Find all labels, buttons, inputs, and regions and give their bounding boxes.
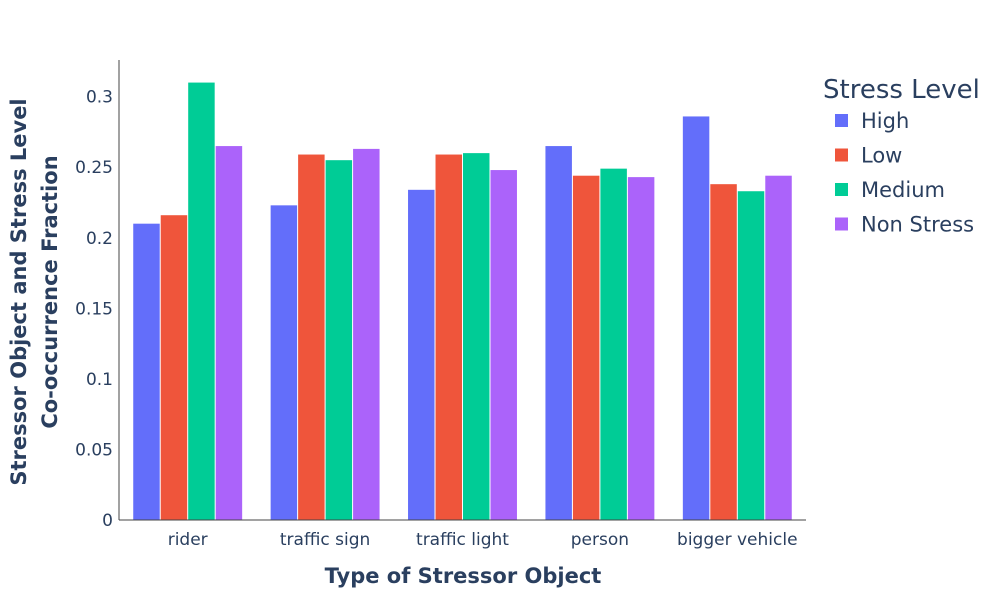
bar-medium-person: [600, 168, 627, 520]
bar-non-stress-rider: [215, 146, 243, 521]
legend-label: Low: [861, 144, 902, 168]
legend-title: Stress Level: [823, 75, 980, 105]
y-tick-label: 0.2: [86, 229, 113, 249]
legend-item[interactable]: Non Stress: [835, 213, 974, 237]
legend-swatch: [835, 114, 848, 127]
y-tick-label: 0.25: [75, 158, 113, 178]
bar-high-traffic-light: [408, 189, 435, 520]
x-ticks: rider traffic sign traffic light person bigg…: [168, 530, 798, 550]
bar-low-traffic-light: [435, 154, 462, 521]
legend-item[interactable]: High: [835, 109, 909, 133]
y-tick-label: 0.05: [75, 440, 113, 460]
bar-medium-traffic-sign: [325, 160, 353, 520]
y-tick-label: 0.15: [75, 299, 113, 319]
bar-medium-rider: [188, 82, 215, 520]
bar-non-stress-person: [627, 177, 655, 520]
bar-high-bigger-vehicle: [682, 116, 710, 521]
bar-medium-bigger-vehicle: [737, 191, 765, 520]
legend-swatch: [835, 148, 848, 162]
bar-non-stress-bigger-vehicle: [765, 175, 792, 521]
y-axis-title-line-1: Stressor Object and Stress Level: [7, 98, 31, 485]
axes-layer: [118, 60, 806, 521]
legend-swatch: [835, 183, 848, 196]
bar-high-traffic-sign: [270, 205, 298, 521]
legend-item[interactable]: Medium: [835, 178, 945, 202]
bar-high-person: [545, 146, 572, 521]
y-tick-label: 0: [102, 511, 113, 531]
x-tick-label: bigger vehicle: [677, 530, 798, 550]
x-tick-label: traffic sign: [280, 530, 370, 550]
bar-high-rider: [133, 223, 160, 521]
legend-swatch: [835, 217, 848, 231]
legend-label: Medium: [861, 178, 945, 202]
legend-item[interactable]: Low: [835, 144, 902, 168]
bar-low-bigger-vehicle: [710, 184, 737, 520]
y-tick-label: 0.1: [86, 370, 113, 390]
bar-low-traffic-sign: [298, 154, 325, 521]
x-tick-label: rider: [168, 530, 208, 550]
y-tick-label: 0.3: [86, 88, 113, 108]
bar-medium-traffic-light: [463, 153, 490, 520]
bar-non-stress-traffic-light: [490, 170, 517, 521]
y-axis-title-line-2: Co-occurrence Fraction: [38, 155, 62, 428]
legend-label: Non Stress: [861, 213, 974, 237]
x-axis-title: Type of Stressor Object: [325, 564, 602, 588]
y-ticks: 0 0.05 0.1 0.15 0.2 0.25 0.3: [75, 88, 113, 531]
bar-non-stress-traffic-sign: [353, 148, 380, 521]
legend-label: High: [861, 109, 909, 133]
bar-low-person: [572, 175, 600, 521]
bars-layer: [133, 82, 792, 521]
x-tick-label: person: [571, 530, 629, 550]
x-tick-label: traffic light: [416, 530, 509, 550]
bar-low-rider: [160, 215, 188, 520]
legend: Stress Level High Low Medium Non Stress: [823, 75, 980, 237]
